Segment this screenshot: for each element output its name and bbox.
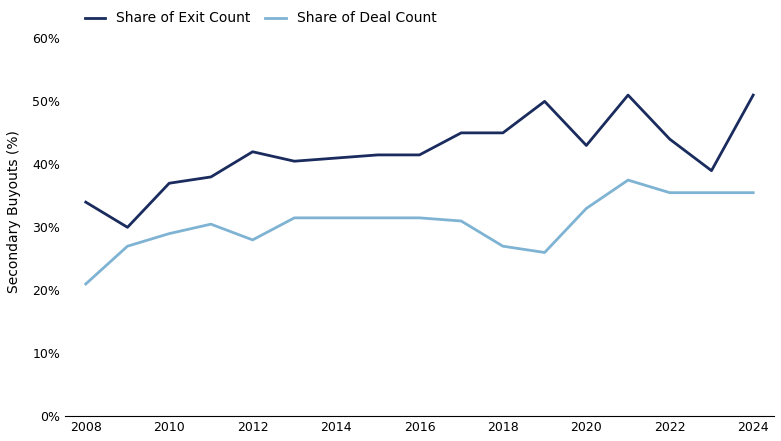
Share of Exit Count bbox=[373, 152, 383, 157]
Share of Exit Count bbox=[123, 224, 132, 230]
Share of Exit Count bbox=[290, 159, 299, 164]
Share of Deal Count bbox=[623, 177, 633, 183]
Share of Exit Count bbox=[331, 155, 341, 161]
Share of Deal Count bbox=[81, 281, 91, 287]
Legend: Share of Exit Count, Share of Deal Count: Share of Exit Count, Share of Deal Count bbox=[79, 6, 442, 31]
Share of Deal Count bbox=[165, 231, 174, 236]
Share of Deal Count bbox=[582, 206, 591, 211]
Share of Exit Count bbox=[165, 181, 174, 186]
Share of Deal Count bbox=[206, 221, 216, 227]
Share of Deal Count bbox=[331, 215, 341, 220]
Share of Deal Count bbox=[457, 218, 466, 224]
Share of Deal Count bbox=[290, 215, 299, 220]
Share of Exit Count bbox=[81, 199, 91, 205]
Share of Exit Count bbox=[665, 137, 675, 142]
Share of Exit Count bbox=[582, 143, 591, 148]
Share of Deal Count bbox=[748, 190, 758, 195]
Line: Share of Deal Count: Share of Deal Count bbox=[86, 180, 753, 284]
Share of Deal Count bbox=[373, 215, 383, 220]
Share of Exit Count bbox=[748, 93, 758, 98]
Share of Exit Count bbox=[206, 174, 216, 179]
Share of Deal Count bbox=[540, 250, 549, 255]
Share of Deal Count bbox=[415, 215, 424, 220]
Share of Deal Count bbox=[123, 243, 132, 249]
Share of Exit Count bbox=[540, 99, 549, 104]
Share of Exit Count bbox=[415, 152, 424, 157]
Line: Share of Exit Count: Share of Exit Count bbox=[86, 95, 753, 227]
Share of Exit Count bbox=[707, 168, 716, 173]
Share of Deal Count bbox=[665, 190, 675, 195]
Share of Exit Count bbox=[248, 149, 257, 154]
Share of Exit Count bbox=[623, 93, 633, 98]
Share of Exit Count bbox=[498, 130, 508, 135]
Share of Deal Count bbox=[707, 190, 716, 195]
Share of Deal Count bbox=[248, 237, 257, 243]
Share of Exit Count bbox=[457, 130, 466, 135]
Share of Deal Count bbox=[498, 243, 508, 249]
Y-axis label: Secondary Buyouts (%): Secondary Buyouts (%) bbox=[7, 130, 21, 293]
